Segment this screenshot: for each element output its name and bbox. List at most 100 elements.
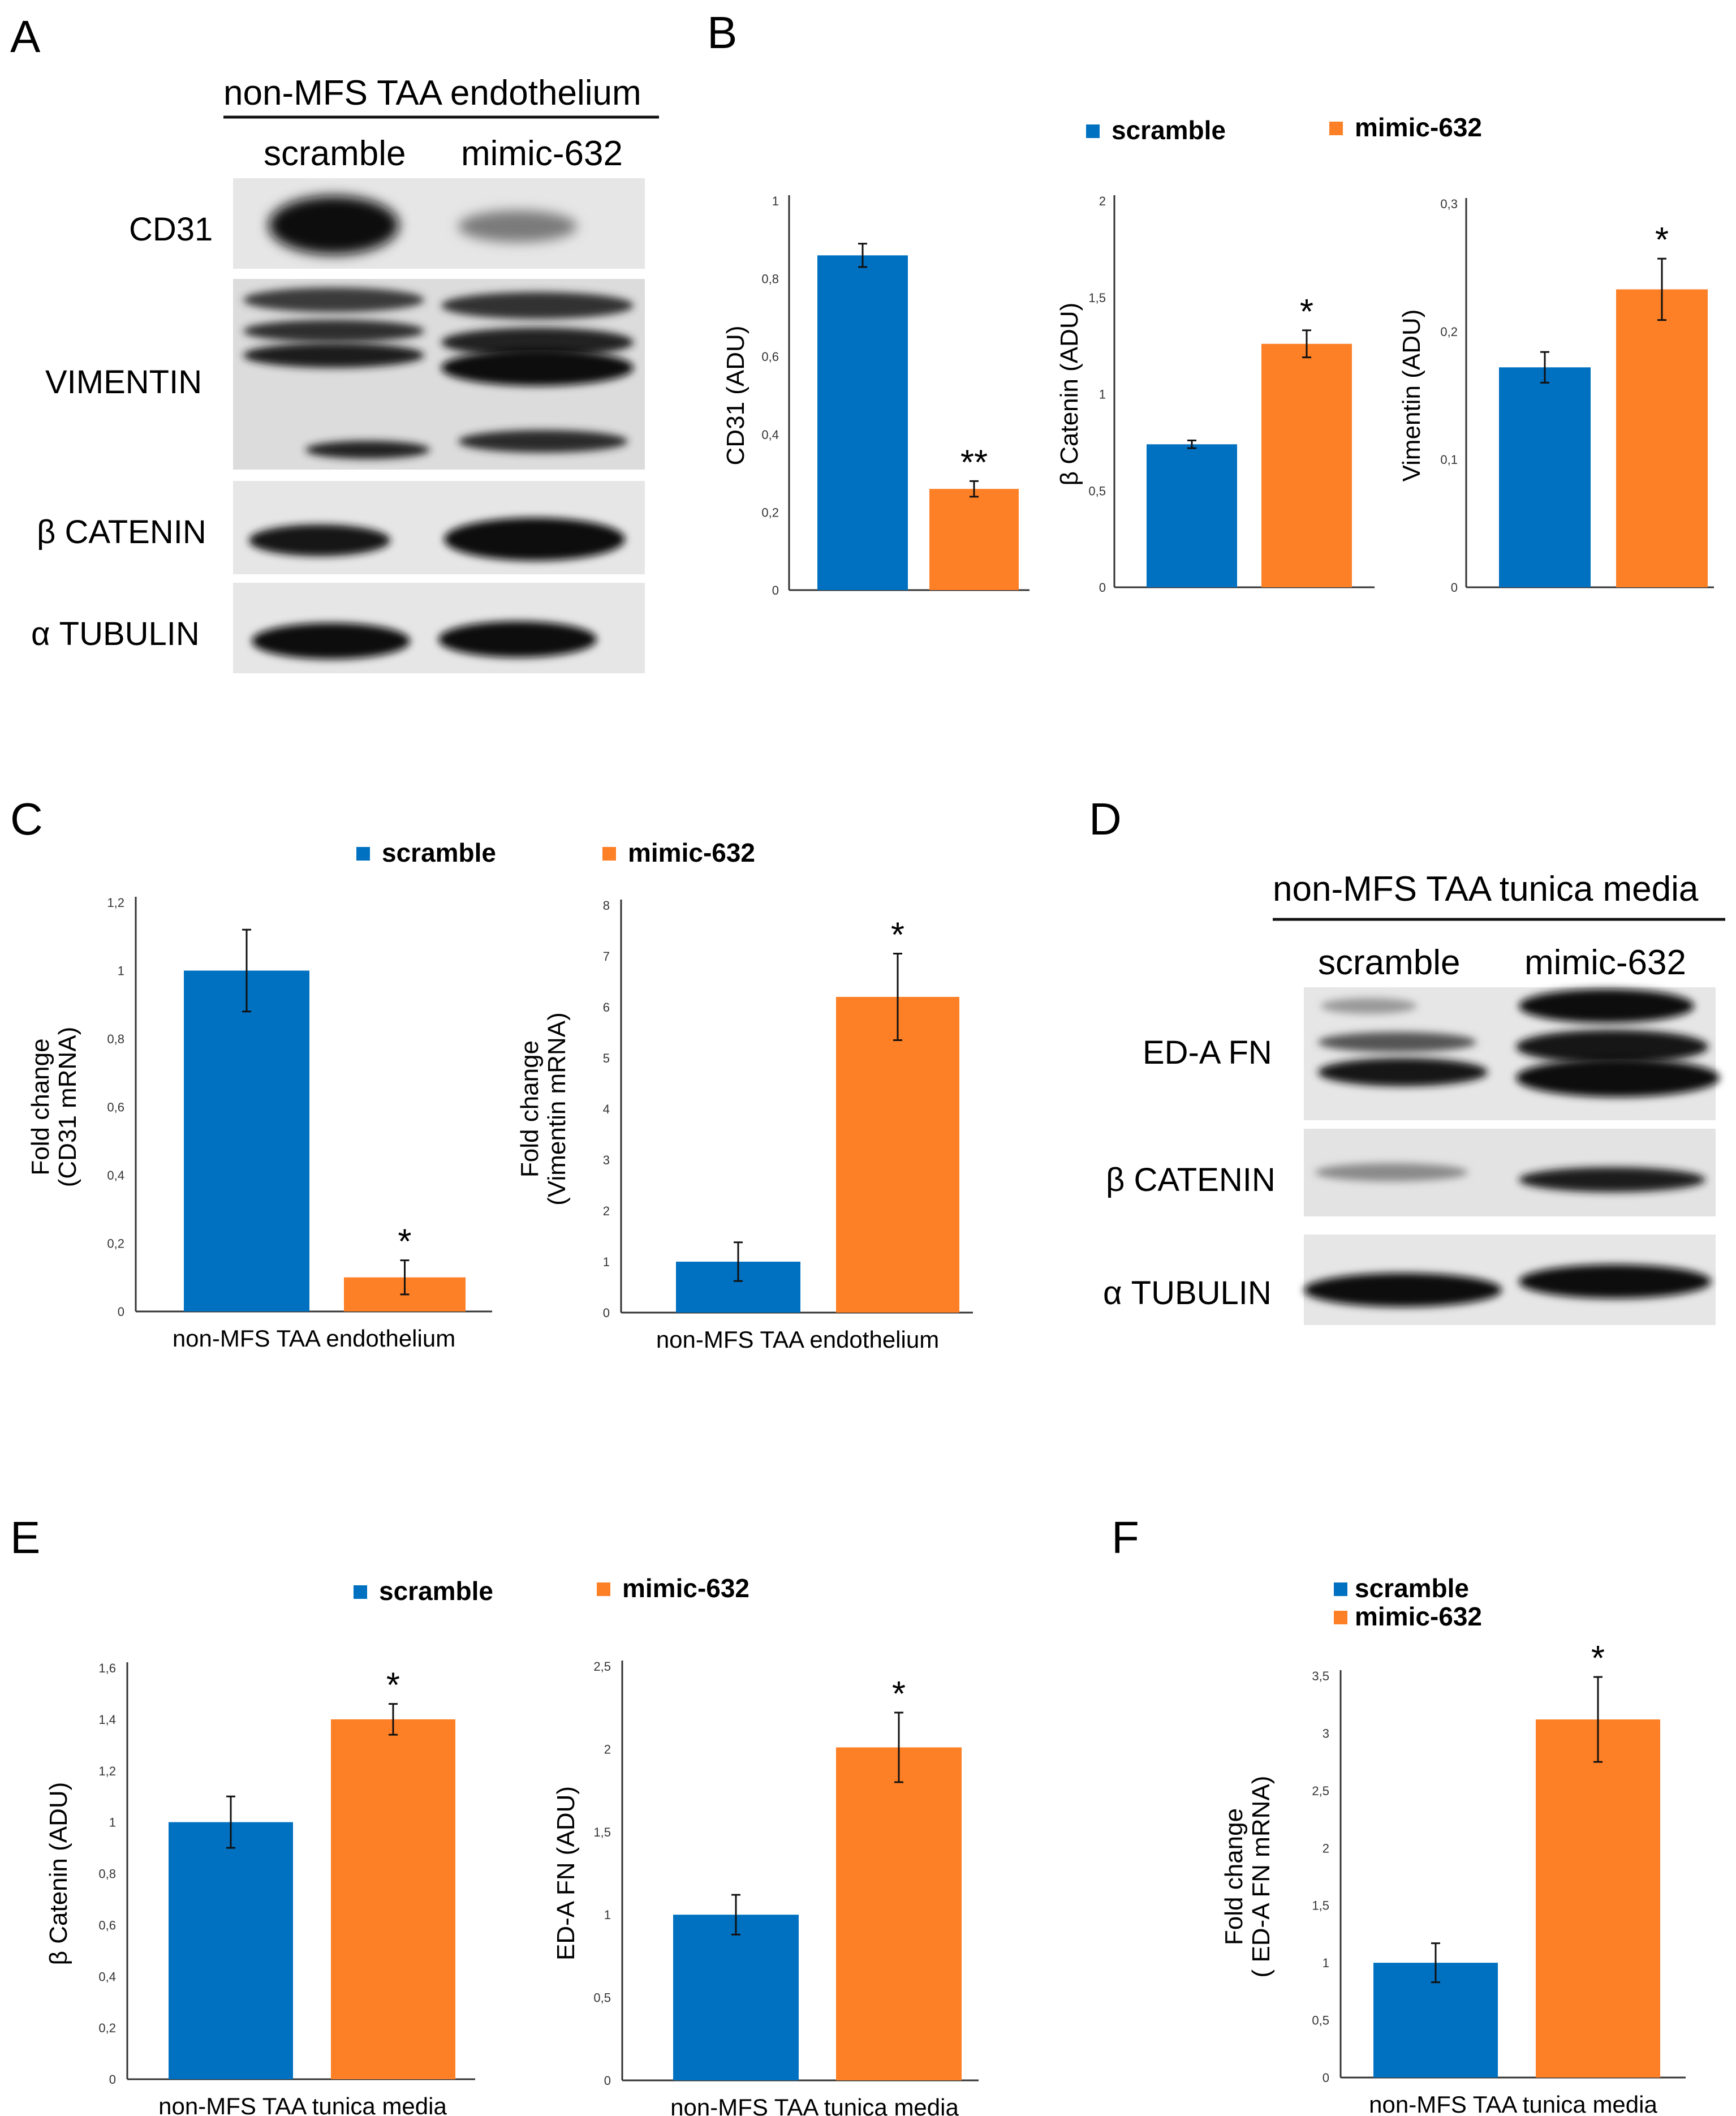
bar-mimic xyxy=(1261,343,1352,587)
y-axis-title: Vimentin (ADU) xyxy=(1398,309,1425,482)
y-tick-label: 1,6 xyxy=(98,1661,116,1675)
y-tick-label: 1 xyxy=(603,1255,610,1269)
y-tick-label: 0,4 xyxy=(107,1168,124,1182)
blot-a-band-alpha-tubulin-scramble xyxy=(252,623,410,659)
y-tick-label: 1,4 xyxy=(98,1713,116,1727)
y-tick-label: 0,2 xyxy=(761,505,779,519)
y-tick-label: 5 xyxy=(603,1051,610,1065)
x-axis-label: non-MFS TAA tunica media xyxy=(158,2093,447,2116)
legend-e-swatch-mimic xyxy=(597,1582,610,1596)
legend-c-label-scramble: scramble xyxy=(382,838,496,867)
y-tick-label: 0 xyxy=(109,2072,116,2087)
bar-mimic xyxy=(1536,1719,1660,2078)
y-tick-label: 3 xyxy=(1323,1726,1329,1740)
chart-e-eda-fn: 0 0,5 1 1,5 2 2,5 * ED-A FN (ADU) non-MFS TAA tu… xyxy=(552,1659,979,2116)
y-tick-label: 1 xyxy=(772,194,779,208)
blot-a-label-vimentin: VIMENTIN xyxy=(45,364,202,401)
blot-a-band-vimentin-scramble-2 xyxy=(243,320,424,342)
blot-a-band-cd31-scramble xyxy=(269,196,399,255)
blot-d-band-beta-catenin-mimic xyxy=(1519,1167,1705,1192)
legend-e-label-scramble: scramble xyxy=(379,1576,493,1606)
significance-marker: * xyxy=(891,916,904,955)
y-tick-label: 0 xyxy=(772,583,779,597)
chart-f-eda-fn-mrna: 0 0,5 1 1,5 2 2,5 3 3,5 * Fold change( ED-A FN mR… xyxy=(1220,1639,1686,2116)
blot-a-band-vimentin-scramble-3 xyxy=(243,343,424,368)
y-axis-title: β Catenin (ADU) xyxy=(45,1782,72,1966)
y-tick-label: 0,2 xyxy=(98,2021,116,2035)
blot-a-column-mimic: mimic-632 xyxy=(461,134,623,173)
blot-d-column-scramble: scramble xyxy=(1318,943,1461,982)
chart-b-vimentin: 0 0,1 0,2 0,3 * Vimentin (ADU) xyxy=(1398,197,1714,595)
y-tick-label: 1 xyxy=(109,1816,116,1830)
y-tick-label: 0 xyxy=(1323,2071,1329,2085)
x-axis-label: non-MFS TAA endothelium xyxy=(656,1326,939,1353)
y-tick-label: 0,8 xyxy=(107,1032,124,1046)
x-axis-label: non-MFS TAA endothelium xyxy=(173,1325,455,1352)
y-tick-label: 0,6 xyxy=(761,350,779,364)
y-tick-label: 1 xyxy=(118,964,124,978)
blot-a-band-alpha-tubulin-mimic xyxy=(438,621,597,657)
y-tick-label: 0,4 xyxy=(98,1969,116,1984)
y-tick-label: 2 xyxy=(1323,1841,1329,1855)
blot-d-band-eda-fn-scramble-3 xyxy=(1318,1058,1488,1086)
y-tick-label: 2 xyxy=(1099,194,1106,208)
blot-d-band-eda-fn-mimic-3 xyxy=(1516,1059,1720,1097)
blot-a-band-beta-catenin-mimic xyxy=(444,518,625,561)
y-tick-label: 0,4 xyxy=(761,428,779,442)
legend-f-label-scramble: scramble xyxy=(1355,1573,1469,1603)
y-tick-label: 0,3 xyxy=(1440,197,1458,211)
y-tick-label: 1 xyxy=(1099,388,1106,402)
y-tick-label: 0,5 xyxy=(1088,484,1106,498)
blot-a-band-cd31-mimic xyxy=(458,210,577,242)
blot-a-column-scramble: scramble xyxy=(264,134,406,173)
legend-c-swatch-scramble xyxy=(356,847,370,861)
y-tick-label: 1 xyxy=(604,1908,611,1922)
panel-letter-c: C xyxy=(10,794,43,844)
bar-mimic xyxy=(836,1747,962,2080)
y-axis-title: β Catenin (ADU) xyxy=(1056,303,1083,486)
bar-scramble xyxy=(817,255,908,590)
y-tick-label: 2 xyxy=(604,1742,611,1756)
blot-a-label-beta-catenin: β CATENIN xyxy=(37,514,206,550)
panel-letter-a: A xyxy=(10,11,41,62)
chart-c-cd31-mrna: 0 0,2 0,4 0,6 0,8 1 1,2 * Fold change(CD31 mRNA)… xyxy=(27,896,492,1352)
chart-e-beta-catenin: 0 0,2 0,4 0,6 0,8 1 1,2 1,4 1,6 * β Catenin (ADU) n… xyxy=(45,1661,475,2116)
legend-c-label-mimic: mimic-632 xyxy=(628,838,755,867)
blot-a-band-beta-catenin-scramble xyxy=(249,524,390,556)
legend-b-label-scramble: scramble xyxy=(1112,115,1226,145)
y-tick-label: 0,5 xyxy=(1312,2014,1329,2028)
legend-f: scramble mimic-632 xyxy=(1334,1573,1482,1631)
legend-b-swatch-scramble xyxy=(1086,124,1100,138)
panel-letter-f: F xyxy=(1112,1512,1139,1563)
blot-d-label-eda-fn: ED-A FN xyxy=(1143,1034,1272,1071)
blot-a-header: non-MFS TAA endothelium xyxy=(223,74,641,113)
blot-a-band-vimentin-mimic-4 xyxy=(458,430,628,453)
blot-d-band-eda-fn-scramble-1 xyxy=(1321,998,1417,1014)
y-tick-label: 0 xyxy=(603,1306,610,1320)
bar-scramble xyxy=(169,1822,293,2079)
blot-a-band-vimentin-mimic-1 xyxy=(441,292,634,319)
y-tick-label: 2 xyxy=(603,1204,610,1218)
y-tick-label: 0,8 xyxy=(98,1867,116,1881)
bar-mimic xyxy=(929,489,1019,590)
legend-e-label-mimic: mimic-632 xyxy=(622,1573,749,1603)
y-tick-label: 0,2 xyxy=(107,1237,124,1251)
blot-d-label-alpha-tubulin: α TUBULIN xyxy=(1103,1275,1272,1311)
blot-a-band-vimentin-scramble-1 xyxy=(243,287,424,312)
blot-d-band-alpha-tubulin-scramble xyxy=(1304,1273,1502,1307)
chart-b-beta-catenin: 0 0,5 1 1,5 2 * β Catenin (ADU) xyxy=(1056,194,1375,595)
significance-marker: * xyxy=(892,1675,906,1714)
bar-scramble xyxy=(1499,367,1591,587)
y-tick-label: 1,2 xyxy=(98,1764,116,1778)
legend-b-swatch-mimic xyxy=(1329,122,1343,135)
y-tick-label: 8 xyxy=(603,898,610,913)
legend-b: scramble mimic-632 xyxy=(1086,113,1482,145)
y-axis-title: ED-A FN (ADU) xyxy=(552,1786,580,1960)
blot-d-band-alpha-tubulin-mimic xyxy=(1519,1265,1711,1298)
y-tick-label: 1,5 xyxy=(1088,291,1106,305)
y-axis-title: Fold change( ED-A FN mRNA) xyxy=(1220,1776,1275,1978)
significance-marker: * xyxy=(1655,221,1669,260)
y-tick-label: 1,2 xyxy=(107,896,124,910)
western-blot-d: non-MFS TAA tunica media scramble mimic-… xyxy=(1103,870,1725,1325)
